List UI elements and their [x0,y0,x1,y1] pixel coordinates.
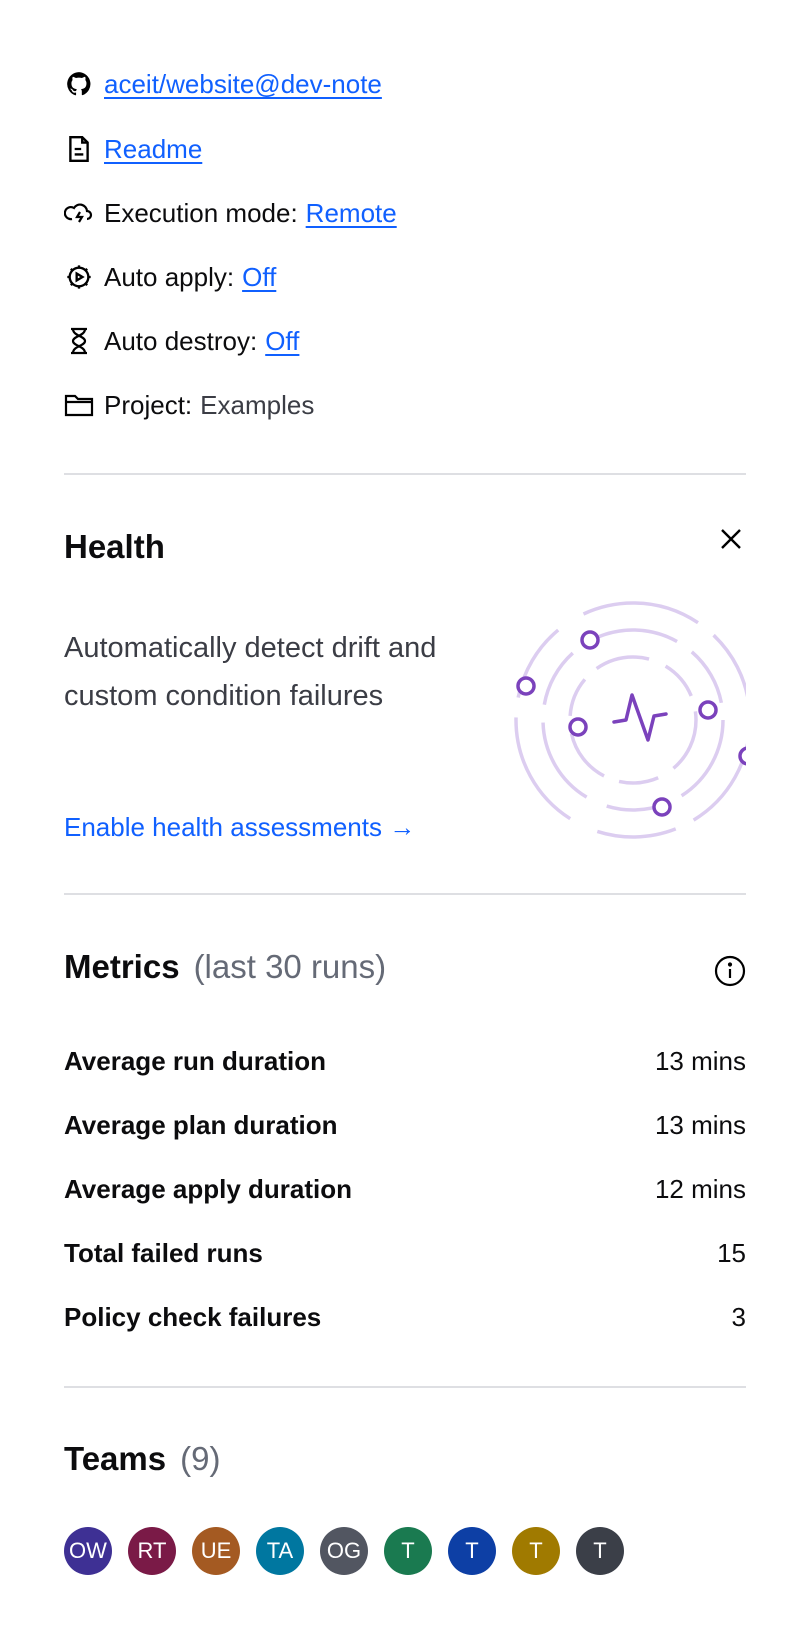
teams-title-text: Teams [64,1440,167,1477]
arrow-right-icon: → [389,812,416,842]
metric-value: 13 mins [654,1046,746,1076]
cloud-lightning-icon [64,198,94,228]
team-avatar[interactable]: T [448,1527,496,1575]
metrics-title-text: Metrics [64,948,180,985]
gear-play-icon [64,262,94,292]
auto-destroy-label: Auto destroy: [104,325,258,356]
folder-icon [64,390,94,420]
health-description: Automatically detect drift and custom co… [64,632,437,712]
repo-row: aceit/website@dev-note [64,66,382,102]
metric-label: Average apply duration [64,1174,352,1204]
metric-value: 13 mins [654,1110,746,1140]
team-avatar[interactable]: RT [128,1527,176,1575]
close-button[interactable] [718,526,744,552]
team-avatar[interactable]: UE [192,1527,240,1575]
team-avatar[interactable]: OG [320,1527,368,1575]
close-icon [721,529,741,549]
health-title: Health [64,528,165,565]
metric-value: 12 mins [654,1174,746,1204]
metric-row: Average plan duration 13 mins [64,1110,746,1141]
file-text-icon [64,134,94,164]
metrics-subtitle: (last 30 runs) [193,948,387,985]
metric-row: Total failed runs 15 [64,1238,746,1269]
execution-mode-row: Execution mode: Remote [64,195,397,231]
auto-apply-row: Auto apply: Off [64,259,276,295]
metric-value: 15 [717,1238,746,1268]
auto-destroy-link[interactable]: Off [265,325,300,356]
readme-link[interactable]: Readme [104,133,203,164]
execution-mode-link[interactable]: Remote [305,197,397,228]
project-row: Project: Examples [64,387,314,423]
auto-apply-label: Auto apply: [104,261,235,292]
metric-label: Average run duration [64,1046,326,1076]
metric-row: Average run duration 13 mins [64,1046,746,1077]
repo-link[interactable]: aceit/website@dev-note [104,68,382,99]
enable-health-link[interactable]: Enable health assessments → [64,812,415,843]
teams-count: (9) [180,1440,221,1477]
divider [64,893,746,895]
github-icon [64,69,94,99]
metric-label: Policy check failures [64,1302,322,1332]
divider [64,1386,746,1388]
auto-destroy-row: Auto destroy: Off [64,323,299,359]
team-avatar[interactable]: OW [64,1527,112,1575]
info-icon[interactable] [714,955,746,987]
metric-row: Average apply duration 12 mins [64,1174,746,1205]
readme-row: Readme [64,131,202,167]
project-value: Examples [200,389,315,420]
metric-row: Policy check failures 3 [64,1302,746,1333]
metrics-title: Metrics (last 30 runs) [64,948,386,986]
execution-mode-label: Execution mode: [104,197,298,228]
metric-label: Total failed runs [64,1238,263,1268]
team-avatars: OW RT UE TA OG T T T T [64,1527,624,1575]
divider [64,473,746,475]
hourglass-icon [64,326,94,356]
teams-title: Teams (9) [64,1440,220,1478]
metric-label: Average plan duration [64,1110,338,1140]
team-avatar[interactable]: T [384,1527,432,1575]
enable-health-label: Enable health assessments [64,812,382,842]
team-avatar[interactable]: T [512,1527,560,1575]
team-avatar[interactable]: TA [256,1527,304,1575]
team-avatar[interactable]: T [576,1527,624,1575]
health-illustration [514,601,746,839]
project-label: Project: [104,389,193,420]
auto-apply-link[interactable]: Off [242,261,277,292]
metric-value: 3 [731,1302,746,1332]
